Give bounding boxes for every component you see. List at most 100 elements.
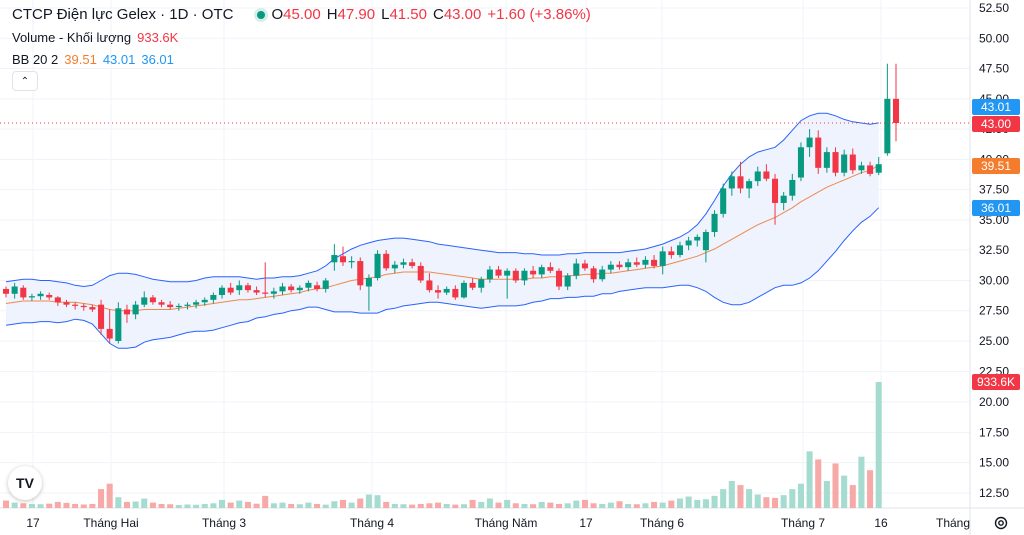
candle-body <box>460 282 467 298</box>
volume-bar <box>201 503 208 508</box>
collapse-legend-button[interactable]: ⌃ <box>12 71 38 91</box>
candle-body <box>815 137 822 168</box>
candle-body <box>469 282 476 288</box>
candle-body <box>806 137 813 148</box>
candle-body <box>20 287 27 298</box>
candle-body <box>417 265 424 281</box>
volume-bar <box>633 504 640 508</box>
low-label: L <box>381 6 390 23</box>
candle-body <box>668 251 675 256</box>
low-value: 41.50 <box>389 6 427 23</box>
volume-bar <box>365 494 372 508</box>
candle-body <box>599 269 606 280</box>
volume-bar <box>63 502 70 508</box>
candle-body <box>28 296 35 298</box>
candle-body <box>849 154 856 171</box>
candle-body <box>728 176 735 189</box>
time-tick-label: 17 <box>26 516 40 530</box>
candle-body <box>193 302 200 305</box>
candle-body <box>201 299 208 303</box>
price-tick-label: 27.50 <box>979 304 1009 318</box>
bb-upper-value: 43.01 <box>102 52 136 67</box>
candle-body <box>262 292 269 294</box>
volume-bar <box>426 503 433 508</box>
candle-body <box>694 236 701 241</box>
bb-upper-line <box>5 112 879 288</box>
candle-body <box>426 280 433 291</box>
volume-bar <box>711 495 718 508</box>
price-tick-label: 35.00 <box>979 213 1009 227</box>
candle-body <box>123 309 130 315</box>
volume-bar <box>538 501 545 508</box>
price-tick-label: 30.00 <box>979 273 1009 287</box>
candle-body <box>521 270 528 281</box>
candle-body <box>746 181 753 189</box>
tradingview-logo-icon[interactable]: TV <box>8 466 42 500</box>
volume-bar <box>28 503 35 508</box>
candle-body <box>625 262 632 268</box>
candle-body <box>564 275 571 287</box>
bb-basis-tag-text: 39.51 <box>981 159 1011 173</box>
time-tick-label: 16 <box>874 516 888 530</box>
time-axis: 17 Tháng Hai Tháng 3 Tháng 4 Tháng Năm 17 Thán… <box>26 516 970 530</box>
volume-label: Volume - Khối lượng <box>12 30 132 45</box>
symbol-title[interactable]: CTCP Điện lực Gelex · 1D · OTC <box>12 6 234 23</box>
volume-bar <box>270 503 277 508</box>
candle-body <box>478 279 485 288</box>
bollinger-legend[interactable]: BB 20 2 39.51 43.01 36.01 <box>12 52 180 67</box>
volume-bar <box>832 463 839 508</box>
candle-body <box>288 286 295 291</box>
gear-icon[interactable] <box>993 515 1009 531</box>
candle-body <box>892 98 900 124</box>
time-tick-label: 17 <box>579 516 593 530</box>
candle-body <box>452 288 459 298</box>
volume-bar <box>210 503 217 508</box>
price-tick-label: 25.00 <box>979 334 1009 348</box>
volume-bar <box>668 500 675 508</box>
volume-bar <box>754 494 761 508</box>
candle-body <box>486 269 493 280</box>
volume-bar <box>115 497 122 508</box>
candle-body <box>400 262 407 265</box>
price-tick-label: 52.50 <box>979 1 1009 15</box>
volume-bar <box>530 504 537 508</box>
candle-body <box>858 165 865 171</box>
candle-body <box>314 285 321 289</box>
volume-bar <box>89 503 96 508</box>
volume-bar <box>167 504 174 508</box>
price-tick-label: 50.00 <box>979 31 1009 45</box>
candle-body <box>581 263 588 269</box>
candle-body <box>391 264 398 269</box>
price-tick-label: 17.50 <box>979 425 1009 439</box>
candle-body <box>720 188 727 214</box>
time-tick-label: Tháng 6 <box>640 516 684 530</box>
volume-bar <box>141 498 148 508</box>
volume-bar <box>746 489 753 508</box>
tradingview-logo-text: TV <box>16 475 34 491</box>
bb-lower-tag-bg <box>972 200 1020 216</box>
volume-bar <box>339 499 347 508</box>
open-value: 45.00 <box>283 6 321 23</box>
time-tick-label: Tháng 4 <box>350 516 394 530</box>
time-tick-label: Tháng 3 <box>202 516 246 530</box>
volume-legend[interactable]: Volume - Khối lượng 933.6K <box>12 30 184 45</box>
volume-bar <box>841 475 848 508</box>
volume-bar <box>98 489 105 508</box>
volume-bar <box>236 500 243 508</box>
volume-bar <box>849 485 856 508</box>
candle-body <box>158 302 165 305</box>
volume-bar <box>184 504 191 508</box>
volume-bar <box>625 503 632 508</box>
volume-bar <box>132 501 139 508</box>
volume-bar <box>452 504 459 508</box>
price-tick-label: 12.50 <box>979 486 1009 500</box>
volume-bar <box>288 503 295 508</box>
candle-body <box>331 255 338 263</box>
time-tick-label: Tháng <box>936 516 970 530</box>
volume-bar <box>642 503 649 508</box>
price-tick-label: 32.50 <box>979 243 1009 257</box>
market-status-icon <box>257 10 266 19</box>
candle-body <box>823 152 830 168</box>
